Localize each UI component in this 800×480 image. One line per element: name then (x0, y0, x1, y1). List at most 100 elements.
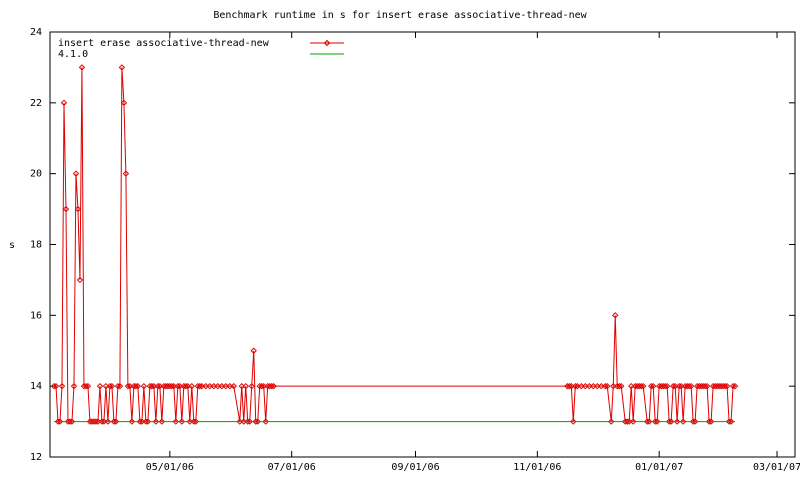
point (647, 382, 655, 390)
point (132, 382, 140, 390)
point (82, 382, 90, 390)
y-tick-label: 24 (30, 27, 42, 38)
point (170, 382, 178, 390)
point (52, 382, 60, 390)
point (695, 382, 703, 390)
point (222, 382, 229, 390)
point (266, 382, 273, 390)
point (60, 99, 68, 107)
point (616, 382, 623, 390)
point (250, 347, 257, 354)
point (164, 382, 172, 390)
point (146, 382, 154, 390)
point (612, 312, 619, 319)
x-tick-label: 07/01/06 (268, 462, 316, 473)
point (258, 382, 265, 390)
point (564, 382, 571, 390)
point (58, 382, 66, 390)
point (568, 382, 575, 390)
point (723, 382, 731, 390)
point (719, 382, 727, 390)
point (675, 382, 683, 390)
point (162, 382, 170, 390)
point (604, 382, 611, 390)
y-tick-label: 14 (30, 381, 42, 392)
point (717, 382, 725, 390)
point (118, 64, 126, 71)
point (102, 382, 110, 390)
point (218, 382, 225, 390)
point (260, 382, 267, 390)
legend-marker (323, 39, 331, 47)
point (214, 382, 221, 390)
y-tick-label: 22 (30, 98, 42, 109)
point (226, 382, 233, 390)
point (574, 382, 581, 390)
point (124, 382, 132, 390)
point (166, 382, 174, 390)
point (196, 382, 204, 390)
point (78, 64, 86, 71)
point (683, 382, 691, 390)
point (168, 382, 176, 390)
y-tick-label: 20 (30, 169, 42, 180)
point (566, 382, 573, 390)
point (80, 382, 88, 390)
y-tick-label: 16 (30, 310, 42, 321)
point (50, 382, 58, 390)
point (62, 205, 70, 213)
point (270, 382, 277, 390)
point (657, 382, 665, 390)
point (578, 382, 585, 390)
point (150, 382, 158, 390)
point (699, 382, 707, 390)
legend-label: 4.1.0 (58, 49, 88, 60)
point (116, 382, 124, 390)
point (70, 382, 78, 390)
point (590, 382, 597, 390)
point (713, 382, 721, 390)
point (148, 382, 156, 390)
point (160, 382, 168, 390)
point (114, 382, 122, 390)
point (721, 382, 729, 390)
point (256, 382, 263, 390)
point (84, 382, 92, 390)
point (230, 382, 237, 390)
point (120, 99, 128, 107)
point (106, 382, 114, 390)
point (126, 382, 134, 390)
point (130, 382, 138, 390)
point (74, 205, 82, 213)
point (180, 382, 188, 390)
x-tick-label: 05/01/06 (146, 462, 194, 473)
point (649, 382, 657, 390)
point (598, 382, 605, 390)
point (140, 382, 148, 390)
point (703, 382, 711, 390)
point (639, 382, 647, 390)
point (182, 382, 190, 390)
point (632, 382, 639, 390)
y-tick-label: 12 (30, 452, 42, 463)
point (669, 382, 677, 390)
point (594, 382, 601, 390)
point (618, 382, 625, 390)
point (677, 382, 685, 390)
point (661, 382, 669, 390)
point (582, 382, 589, 390)
point (701, 382, 709, 390)
point (663, 382, 671, 390)
legend-label: insert erase associative-thread-new (58, 38, 270, 49)
x-tick-label: 01/01/07 (635, 462, 683, 473)
point (108, 382, 116, 390)
point (210, 382, 217, 390)
point (634, 382, 641, 390)
point (729, 382, 737, 390)
point (572, 382, 579, 390)
y-axis-label: s (9, 240, 15, 251)
point (681, 382, 689, 390)
